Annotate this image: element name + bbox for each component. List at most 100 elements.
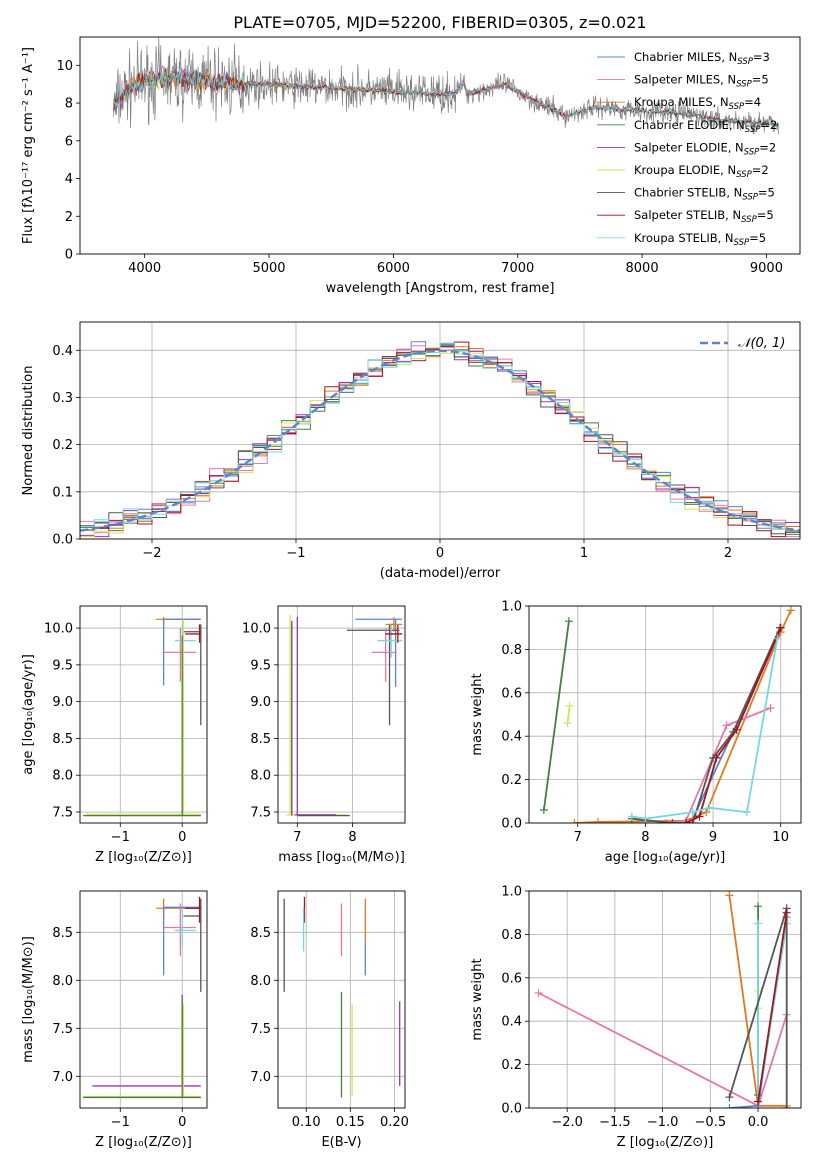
y-tick-label: 0.6 [501, 971, 522, 986]
legend-label: Salpeter STELIB, N [634, 208, 741, 222]
legend-entry: Chabrier ELODIE, NSSP=2 [634, 118, 777, 135]
legend-label: Chabrier MILES, N [634, 50, 737, 64]
x-axis-label: Z [log₁₀(Z/Z⊙)] [617, 1135, 714, 1150]
legend-subscript: SSP [736, 80, 752, 90]
legend-label: Kroupa STELIB, N [634, 231, 734, 245]
x-tick-label: −2.0 [551, 1115, 583, 1130]
data-point-marker [786, 606, 795, 615]
x-tick-label: 0 [178, 830, 186, 845]
legend-value: =3 [753, 50, 770, 64]
y-axis-label: mass weight [470, 673, 485, 755]
data-point-marker [742, 808, 751, 817]
y-tick-label: 9.0 [52, 695, 73, 710]
y-tick-label: 0.0 [52, 533, 73, 548]
mass_vs_ebv-frame [277, 890, 406, 1109]
data-point-marker [725, 1093, 734, 1102]
y-tick-label: 0.2 [52, 438, 73, 453]
y-tick-label: 0.3 [52, 391, 73, 406]
x-tick-label: −0.5 [695, 1115, 727, 1130]
legend-label: Salpeter MILES, N [634, 73, 736, 87]
x-tick-label: 8000 [626, 261, 659, 276]
legend-entry: Kroupa ELODIE, NSSP=2 [634, 163, 769, 180]
x-axis-label: Z [log₁₀(Z/Z⊙)] [95, 850, 192, 865]
y-tick-label: 7.5 [52, 1022, 73, 1037]
data-point-marker [712, 753, 721, 762]
y-tick-label: 8.0 [52, 769, 73, 784]
legend-subscript: SSP [742, 193, 758, 203]
legend-subscript: SSP [734, 238, 750, 248]
normal-curve [80, 349, 800, 532]
residual-histograms [80, 341, 800, 538]
y-tick-label: 0.0 [501, 1102, 522, 1117]
legend-value: =5 [757, 208, 774, 222]
data-point-marker [725, 891, 734, 900]
massweight_vs_age-frame [528, 605, 802, 824]
x-tick-label: 8 [641, 830, 649, 845]
y-tick-label: 1.0 [501, 600, 522, 615]
y-tick-label: 7.0 [250, 1070, 271, 1085]
x-tick-label: 0 [178, 1115, 186, 1130]
data-point-marker [668, 819, 677, 823]
y-tick-label: 4 [65, 172, 73, 187]
y-axis-label: Flux [fλ10⁻¹⁷ erg cm⁻² s⁻¹ A⁻¹] [21, 47, 36, 244]
y-axis-label: mass [log₁₀(M/M⊙)] [21, 936, 36, 1063]
residual-legend: 𝒩(0, 1) [700, 336, 785, 351]
y-tick-label: 7.5 [250, 805, 271, 820]
residuals-frame [79, 321, 801, 540]
data-point-marker [594, 817, 603, 823]
data-point-marker [766, 703, 775, 712]
x-tick-label: 0.0 [748, 1115, 769, 1130]
x-tick-label: 9000 [750, 261, 783, 276]
y-tick-label: 0.4 [52, 344, 73, 359]
model-spectrum-line [113, 69, 780, 128]
y-tick-label: 7.5 [250, 1022, 271, 1037]
massweight_vs_Z-lines [534, 891, 791, 1108]
legend-entry: Salpeter ELODIE, NSSP=2 [634, 140, 776, 157]
legend-subscript: SSP [745, 125, 761, 135]
massweight_vs_age-lines [539, 606, 795, 823]
figure-title: PLATE=0705, MJD=52200, FIBERID=0305, z=0… [233, 13, 646, 32]
legend-entry: Chabrier STELIB, NSSP=5 [634, 186, 775, 203]
y-tick-label: 0.8 [501, 928, 522, 943]
legend-value: =4 [744, 95, 761, 109]
data-point-marker [722, 721, 731, 730]
x-tick-label: 6000 [377, 261, 410, 276]
y-tick-label: 7.0 [52, 1070, 73, 1085]
y-tick-label: 7.5 [52, 805, 73, 820]
data-point-marker [565, 701, 574, 710]
x-tick-label: 5000 [252, 261, 285, 276]
x-tick-label: 7000 [501, 261, 534, 276]
y-tick-label: 10 [56, 59, 73, 74]
legend-subscript: SSP [744, 147, 760, 157]
x-tick-label: −1.0 [647, 1115, 679, 1130]
y-tick-label: 9.5 [52, 658, 73, 673]
x-axis-label: wavelength [Angstrom, rest frame] [326, 281, 555, 296]
data-point-marker [773, 634, 782, 643]
x-tick-label: 4000 [128, 261, 161, 276]
legend-label: Kroupa MILES, N [634, 95, 729, 109]
data-point-marker [754, 919, 763, 928]
y-tick-label: 0.4 [501, 1015, 522, 1030]
y-axis-label: Normed distribution [21, 366, 36, 496]
y-tick-label: 10.0 [242, 622, 271, 637]
mass-weight-line [665, 707, 771, 823]
y-tick-label: 8.5 [250, 732, 271, 747]
x-tick-label: −1 [111, 1115, 130, 1130]
x-tick-label: 8 [348, 830, 356, 845]
spectrum-frame [79, 36, 801, 255]
legend-value: =5 [758, 186, 775, 200]
mass-weight-line [757, 912, 788, 1102]
y-tick-label: 0 [65, 248, 73, 263]
legend-label: Chabrier STELIB, N [634, 186, 742, 200]
legend-entry: Kroupa MILES, NSSP=4 [634, 95, 761, 112]
age_vs_mass-errorbars [286, 614, 403, 817]
legend-entry: Salpeter MILES, NSSP=5 [634, 73, 769, 90]
y-tick-label: 1.0 [501, 885, 522, 900]
data-point-marker [732, 725, 741, 734]
mass_vs_Z-frame [79, 890, 208, 1109]
y-tick-label: 0.0 [501, 817, 522, 832]
y-tick-label: 8.5 [250, 926, 271, 941]
data-point-marker [539, 805, 548, 814]
x-axis-label: E(B-V) [321, 1135, 361, 1150]
